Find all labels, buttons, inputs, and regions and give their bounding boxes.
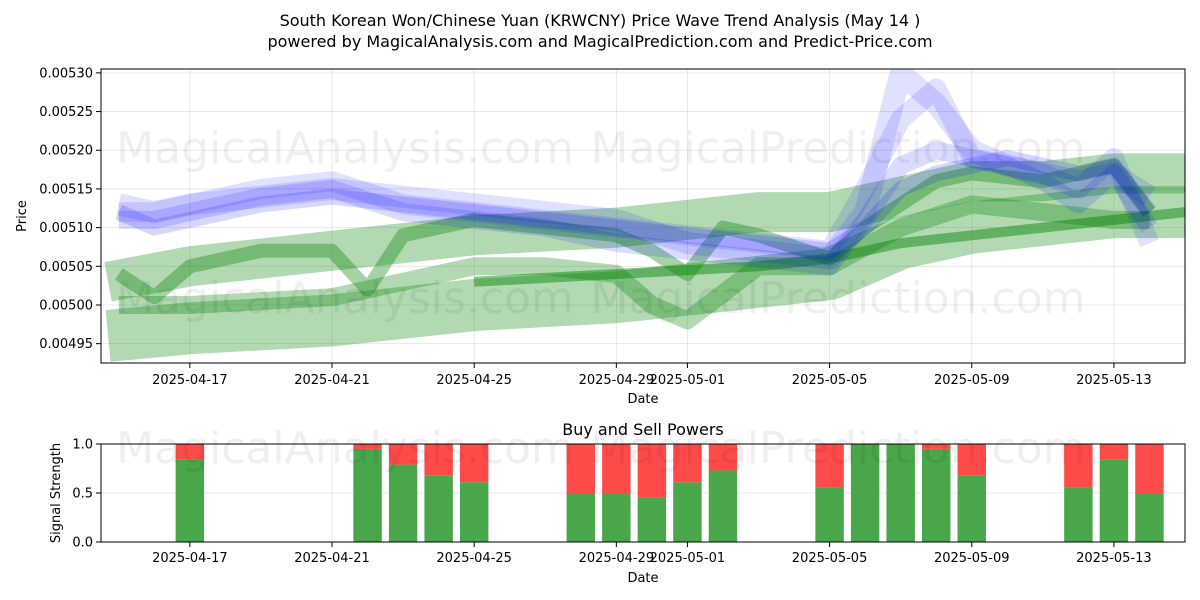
signal-y-ticks: 0.0 0.5 1.0 xyxy=(72,438,101,551)
price-series-green xyxy=(105,186,1185,362)
price-y-tick-label: 0.00515 xyxy=(39,182,93,197)
watermark-right-mid: MagicalPrediction.com xyxy=(591,273,1086,324)
signal-x-tick-label: 2025-05-13 xyxy=(1076,551,1152,566)
price-y-label: Price xyxy=(15,200,30,232)
buy-bar xyxy=(921,448,951,542)
price-y-tick-label: 0.00510 xyxy=(39,221,93,236)
sell-bar xyxy=(957,444,986,476)
buy-bar xyxy=(388,464,418,542)
signal-x-tick-label: 2025-04-25 xyxy=(436,551,512,566)
price-x-label: Date xyxy=(627,392,658,407)
signal-y-tick-label: 1.0 xyxy=(72,438,93,453)
price-y-tick-label: 0.00500 xyxy=(39,298,93,313)
buy-bar xyxy=(459,482,489,542)
watermark-right-bottom: MagicalPrediction.com xyxy=(591,423,1086,474)
price-x-tick-label: 2025-04-29 xyxy=(579,373,655,388)
signal-x-tick-label: 2025-05-05 xyxy=(792,551,868,566)
price-series-green xyxy=(473,207,1185,287)
signal-title: Buy and Sell Powers xyxy=(562,420,724,439)
price-x-tick-label: 2025-05-13 xyxy=(1076,373,1152,388)
signal-y-tick-label: 0.5 xyxy=(72,487,93,502)
price-x-tick-label: 2025-05-09 xyxy=(934,373,1010,388)
signal-panel: Buy and Sell Powers MagicalAnalysis.com … xyxy=(49,420,1186,586)
price-x-tick-label: 2025-04-21 xyxy=(294,373,370,388)
signal-y-tick-label: 0.0 xyxy=(72,536,93,551)
sell-bar xyxy=(388,444,418,465)
price-grid xyxy=(101,69,1185,363)
watermark-left-mid: MagicalAnalysis.com xyxy=(116,273,574,324)
buy-bar xyxy=(353,448,382,542)
price-series-blue xyxy=(118,141,1158,276)
buy-bar xyxy=(602,493,631,542)
sell-bar xyxy=(1099,444,1129,460)
price-series-blue xyxy=(116,69,1156,270)
price-y-tick-label: 0.00530 xyxy=(39,66,93,81)
price-series-blue xyxy=(115,150,1156,259)
buy-bar xyxy=(886,444,915,542)
sell-bar xyxy=(175,444,205,460)
price-y-ticks: 0.00495 0.00500 0.00505 0.00510 0.00515 0.005… xyxy=(39,66,101,352)
price-x-tick-label: 2025-05-05 xyxy=(792,373,868,388)
price-panel: MagicalAnalysis.com MagicalPrediction.co… xyxy=(15,66,1186,407)
chart-subtitle: powered by MagicalAnalysis.com and Magic… xyxy=(267,32,932,51)
signal-x-tick-label: 2025-04-29 xyxy=(579,551,655,566)
signal-x-tick-label: 2025-05-09 xyxy=(934,551,1010,566)
buy-bar xyxy=(708,470,738,542)
price-waves xyxy=(104,69,1185,362)
price-series-green xyxy=(104,153,1185,302)
signal-x-ticks: 2025-04-17 2025-04-21 2025-04-25 2025-04-29… xyxy=(152,542,1152,566)
price-axes-frame xyxy=(100,68,1186,364)
price-x-tick-label: 2025-05-01 xyxy=(650,373,726,388)
buy-bar xyxy=(815,487,844,542)
sell-bar xyxy=(602,444,631,493)
buy-bar xyxy=(637,497,667,542)
buy-bar xyxy=(1099,459,1129,542)
watermark-left-top: MagicalAnalysis.com xyxy=(116,123,574,174)
buy-bar xyxy=(850,444,880,542)
buy-bar xyxy=(673,482,702,542)
watermark-right-top: MagicalPrediction.com xyxy=(591,123,1086,174)
price-x-ticks: 2025-04-17 2025-04-21 2025-04-25 2025-04-29… xyxy=(152,363,1152,388)
sell-bar xyxy=(673,444,702,483)
buy-bar xyxy=(1135,493,1164,542)
signal-x-label: Date xyxy=(627,571,658,586)
sell-bar xyxy=(1064,444,1093,488)
sell-bar xyxy=(566,444,596,493)
sell-bar xyxy=(637,444,667,498)
buy-bar xyxy=(957,475,986,542)
signal-x-tick-label: 2025-05-01 xyxy=(650,551,726,566)
buy-bar xyxy=(175,459,205,542)
buy-bar xyxy=(566,493,596,542)
price-y-tick-label: 0.00520 xyxy=(39,144,93,159)
buy-bar xyxy=(1064,487,1093,542)
watermark-left-bottom: MagicalAnalysis.com xyxy=(116,423,574,474)
sell-bar xyxy=(921,444,951,449)
price-series-green xyxy=(114,158,1156,305)
price-y-tick-label: 0.00525 xyxy=(39,105,93,120)
sell-bar xyxy=(353,444,382,449)
price-x-tick-label: 2025-04-25 xyxy=(436,373,512,388)
sell-bar xyxy=(1135,444,1164,493)
chart-title: South Korean Won/Chinese Yuan (KRWCNY) P… xyxy=(280,11,921,30)
sell-bar xyxy=(459,444,489,483)
price-y-tick-label: 0.00505 xyxy=(39,260,93,275)
sell-bar xyxy=(708,444,738,471)
price-y-tick-label: 0.00495 xyxy=(39,337,93,352)
signal-x-tick-label: 2025-04-17 xyxy=(152,551,228,566)
sell-bar xyxy=(424,444,453,476)
price-series-blue xyxy=(118,78,1159,261)
price-x-tick-label: 2025-04-17 xyxy=(152,373,228,388)
signal-bars xyxy=(175,444,1164,542)
signal-y-label: Signal Strength xyxy=(49,443,64,543)
sell-bar xyxy=(815,444,844,488)
price-series-green xyxy=(118,195,1150,330)
buy-bar xyxy=(424,475,453,542)
signal-x-tick-label: 2025-04-21 xyxy=(294,551,370,566)
